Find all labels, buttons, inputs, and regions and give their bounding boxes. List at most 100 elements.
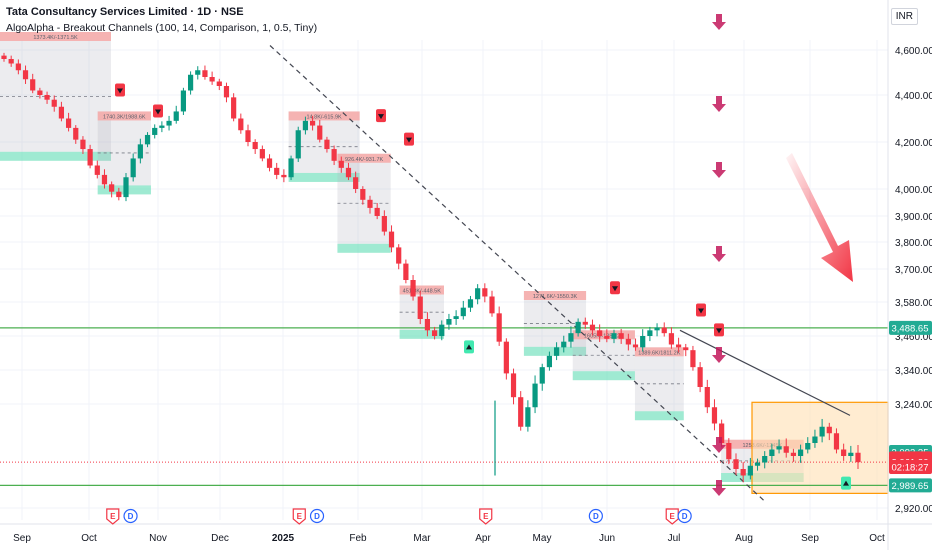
candle-body	[704, 387, 710, 408]
dividend-badge-icon[interactable]	[309, 508, 325, 524]
candle-body	[776, 446, 782, 450]
candle-body	[697, 367, 703, 387]
candle-body	[1, 55, 7, 59]
price-label-tag	[889, 460, 932, 475]
candle-body	[453, 316, 459, 319]
channel-top-band	[634, 347, 684, 357]
channel-volume-label: 1740.3K/1988.6K	[103, 114, 146, 120]
price-tick-label: 3,580.00	[895, 298, 932, 309]
candle-body	[597, 330, 603, 336]
price-tick-label: 4,200.00	[895, 138, 932, 149]
red-arrow-icon	[712, 14, 726, 30]
candle-body	[769, 449, 775, 456]
earnings-badge-label: E	[670, 512, 676, 521]
candle-body	[302, 120, 309, 131]
price-axis[interactable]: 4,600.00 4,400.00 4,200.00 4,000.00 3,900.00…	[887, 0, 932, 550]
candle-body	[546, 355, 553, 368]
candle-body	[661, 327, 667, 334]
candle-body	[331, 149, 337, 161]
time-tick-label: Oct	[869, 533, 885, 544]
candle-body	[238, 118, 244, 131]
channel-volume-label: 1605K/-1354.2K	[584, 333, 624, 339]
candle-body	[719, 423, 725, 443]
time-tick-label: Mar	[413, 533, 431, 544]
candle-body	[518, 397, 524, 427]
candle-body	[94, 165, 100, 175]
buy-signal-arrow	[843, 480, 849, 486]
candle-body	[503, 341, 509, 374]
candle-body	[202, 70, 208, 77]
candle-body	[446, 319, 452, 325]
dividend-badge-icon[interactable]	[677, 508, 692, 524]
earnings-badge-icon[interactable]	[292, 508, 306, 525]
price-tick-label: 4,600.00	[895, 46, 932, 57]
candle-body	[582, 321, 588, 325]
channel-volume-label: 1271.6K/-1550.3K	[533, 294, 578, 300]
candle-body	[180, 90, 187, 112]
price-tick-label: 3,460.00	[895, 332, 932, 343]
dividend-badge-label: D	[593, 512, 599, 521]
earnings-badge-icon[interactable]	[665, 508, 679, 525]
resistance-trendline	[679, 329, 851, 416]
sell-signal-arrow	[378, 114, 384, 120]
indicator-legend[interactable]: AlgoAlpha - Breakout Channels (100, 14, …	[6, 22, 318, 34]
red-arrow-icon	[712, 480, 726, 496]
candle-body	[367, 199, 373, 208]
price-label-tag	[889, 478, 932, 493]
candle-body	[754, 462, 761, 466]
earnings-badge-label: E	[483, 512, 489, 521]
candle-body	[482, 288, 488, 297]
candle-body	[65, 118, 72, 128]
currency-label[interactable]: INR	[890, 8, 918, 25]
candle-body	[223, 86, 230, 98]
candle-body	[855, 452, 861, 463]
candle-body	[338, 160, 344, 168]
candle-body	[8, 59, 14, 64]
candle-body	[159, 125, 165, 128]
candle-body	[489, 296, 495, 314]
time-axis[interactable]: Sep Oct Nov Dec 2025 Feb Mar Apr May Jun Jul Aug Sep…	[0, 523, 932, 544]
sell-signal-arrow	[612, 286, 618, 292]
candle-body	[740, 469, 746, 476]
candle-body	[654, 327, 660, 331]
candle-body	[410, 280, 416, 297]
candle-body	[647, 330, 653, 336]
dividend-badge-icon[interactable]	[123, 508, 138, 524]
candle-body	[812, 436, 818, 443]
earnings-badge-label: E	[297, 512, 303, 521]
sell-signal-arrow	[406, 137, 412, 143]
dividend-badge-label: D	[682, 512, 688, 521]
candle-body	[431, 330, 438, 336]
price-label-tag	[889, 320, 932, 335]
channel-volume-label: 451.8K/-448.5K	[403, 289, 442, 295]
candle-body	[152, 127, 158, 135]
candle-body	[683, 347, 689, 351]
candle-body	[116, 191, 122, 198]
price-tick-label: 3,240.00	[895, 400, 932, 411]
candle-body	[216, 81, 222, 86]
candle-body	[460, 307, 466, 317]
earnings-badge-icon[interactable]	[479, 508, 493, 525]
candle-body	[73, 127, 79, 140]
candle-body	[805, 443, 811, 450]
candle-body	[173, 111, 179, 121]
candle-body	[568, 333, 574, 342]
candle-body	[790, 452, 797, 456]
candle-body	[80, 139, 86, 150]
time-tick-label: Aug	[735, 533, 753, 544]
candle-body	[797, 449, 804, 456]
earnings-badge-icon[interactable]	[106, 508, 120, 525]
symbol-title[interactable]: Tata Consultancy Services Limited · 1D ·…	[6, 6, 244, 18]
candle-body	[833, 433, 840, 450]
price-label-text: 2,989.65	[892, 481, 929, 492]
candle-body	[51, 99, 57, 107]
candle-body	[288, 158, 294, 178]
candle-body	[848, 452, 854, 456]
candle-body	[15, 63, 21, 71]
candle-body	[826, 426, 832, 434]
candle-body	[403, 263, 409, 280]
dividend-badge-icon[interactable]	[588, 508, 603, 524]
candle-body	[388, 231, 395, 248]
